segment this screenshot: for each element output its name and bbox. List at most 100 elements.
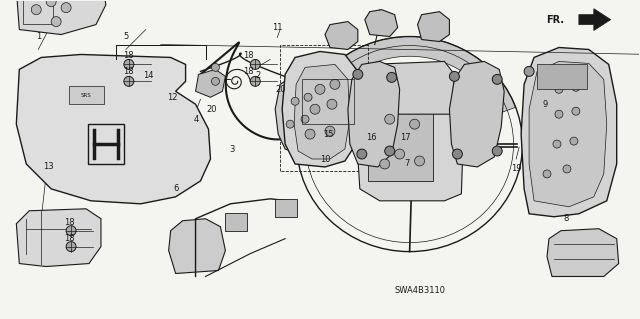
Circle shape bbox=[572, 83, 580, 91]
Text: 12: 12 bbox=[168, 93, 178, 102]
Text: 2: 2 bbox=[255, 71, 261, 80]
Circle shape bbox=[543, 170, 551, 178]
Circle shape bbox=[304, 93, 312, 101]
Circle shape bbox=[563, 165, 571, 173]
Polygon shape bbox=[449, 62, 504, 167]
Text: 11: 11 bbox=[272, 23, 282, 32]
Circle shape bbox=[66, 241, 76, 252]
Circle shape bbox=[305, 129, 315, 139]
Circle shape bbox=[572, 107, 580, 115]
Bar bbox=[88, 124, 124, 164]
Circle shape bbox=[353, 70, 363, 79]
Bar bbox=[302, 79, 354, 124]
Text: 18: 18 bbox=[64, 218, 74, 227]
Circle shape bbox=[250, 76, 260, 86]
Text: 18: 18 bbox=[124, 67, 134, 76]
Circle shape bbox=[492, 146, 502, 156]
Polygon shape bbox=[275, 74, 325, 154]
Text: 16: 16 bbox=[367, 133, 377, 142]
Text: 13: 13 bbox=[43, 162, 54, 172]
Polygon shape bbox=[355, 89, 465, 201]
Polygon shape bbox=[17, 0, 106, 34]
Polygon shape bbox=[362, 62, 454, 114]
Circle shape bbox=[66, 226, 76, 236]
Circle shape bbox=[330, 79, 340, 89]
Circle shape bbox=[124, 76, 134, 86]
Text: SWA4B3110: SWA4B3110 bbox=[394, 286, 445, 295]
Circle shape bbox=[452, 149, 462, 159]
Circle shape bbox=[46, 0, 56, 7]
Text: 14: 14 bbox=[143, 71, 154, 80]
Text: 18: 18 bbox=[64, 234, 74, 243]
Text: 18: 18 bbox=[243, 51, 253, 60]
Text: 9: 9 bbox=[542, 100, 548, 109]
Polygon shape bbox=[579, 9, 611, 31]
Text: 4: 4 bbox=[194, 115, 199, 124]
Circle shape bbox=[61, 3, 71, 13]
Circle shape bbox=[301, 115, 309, 123]
Circle shape bbox=[385, 114, 395, 124]
Bar bbox=[537, 64, 587, 89]
Text: 17: 17 bbox=[400, 133, 411, 142]
Polygon shape bbox=[196, 70, 225, 97]
Text: SRS: SRS bbox=[81, 93, 92, 98]
Circle shape bbox=[410, 119, 420, 129]
Text: 19: 19 bbox=[511, 165, 522, 174]
Polygon shape bbox=[348, 62, 399, 167]
Text: 20: 20 bbox=[206, 105, 217, 114]
Circle shape bbox=[449, 71, 460, 81]
Circle shape bbox=[415, 156, 424, 166]
Text: 5: 5 bbox=[124, 32, 129, 41]
Text: 7: 7 bbox=[404, 160, 410, 168]
Circle shape bbox=[310, 104, 320, 114]
Circle shape bbox=[327, 99, 337, 109]
Polygon shape bbox=[294, 64, 350, 159]
Text: 1: 1 bbox=[36, 32, 41, 41]
Circle shape bbox=[250, 59, 260, 70]
Circle shape bbox=[553, 140, 561, 148]
Text: 3: 3 bbox=[230, 145, 235, 153]
Polygon shape bbox=[547, 229, 619, 277]
Circle shape bbox=[570, 137, 578, 145]
Bar bbox=[23, 0, 53, 24]
Circle shape bbox=[124, 59, 134, 70]
Circle shape bbox=[357, 149, 367, 159]
Circle shape bbox=[51, 17, 61, 26]
Polygon shape bbox=[303, 37, 516, 114]
Bar bbox=[69, 86, 104, 104]
Circle shape bbox=[380, 159, 390, 169]
Polygon shape bbox=[169, 219, 225, 273]
Circle shape bbox=[286, 120, 294, 128]
Polygon shape bbox=[17, 209, 101, 267]
Circle shape bbox=[555, 85, 563, 93]
Text: FR.: FR. bbox=[546, 15, 564, 25]
Circle shape bbox=[315, 84, 325, 94]
Text: 8: 8 bbox=[563, 214, 568, 223]
Polygon shape bbox=[282, 51, 360, 167]
Bar bbox=[275, 199, 297, 217]
Polygon shape bbox=[417, 12, 449, 41]
Circle shape bbox=[211, 78, 220, 85]
Polygon shape bbox=[529, 62, 607, 207]
Bar bbox=[368, 106, 433, 181]
Text: 18: 18 bbox=[243, 67, 253, 76]
Circle shape bbox=[524, 66, 534, 76]
Circle shape bbox=[291, 97, 299, 105]
Text: 6: 6 bbox=[173, 184, 179, 193]
Circle shape bbox=[211, 63, 220, 71]
Circle shape bbox=[325, 126, 335, 136]
Polygon shape bbox=[17, 55, 211, 204]
Circle shape bbox=[492, 74, 502, 84]
Text: 20: 20 bbox=[275, 85, 285, 94]
Circle shape bbox=[31, 5, 41, 15]
Circle shape bbox=[395, 149, 404, 159]
Polygon shape bbox=[365, 10, 397, 37]
Polygon shape bbox=[521, 48, 617, 217]
Polygon shape bbox=[325, 22, 358, 49]
Text: 18: 18 bbox=[124, 51, 134, 60]
Circle shape bbox=[555, 110, 563, 118]
Text: 15: 15 bbox=[323, 130, 333, 139]
Bar bbox=[225, 213, 247, 231]
Circle shape bbox=[385, 146, 395, 156]
Circle shape bbox=[387, 72, 397, 82]
